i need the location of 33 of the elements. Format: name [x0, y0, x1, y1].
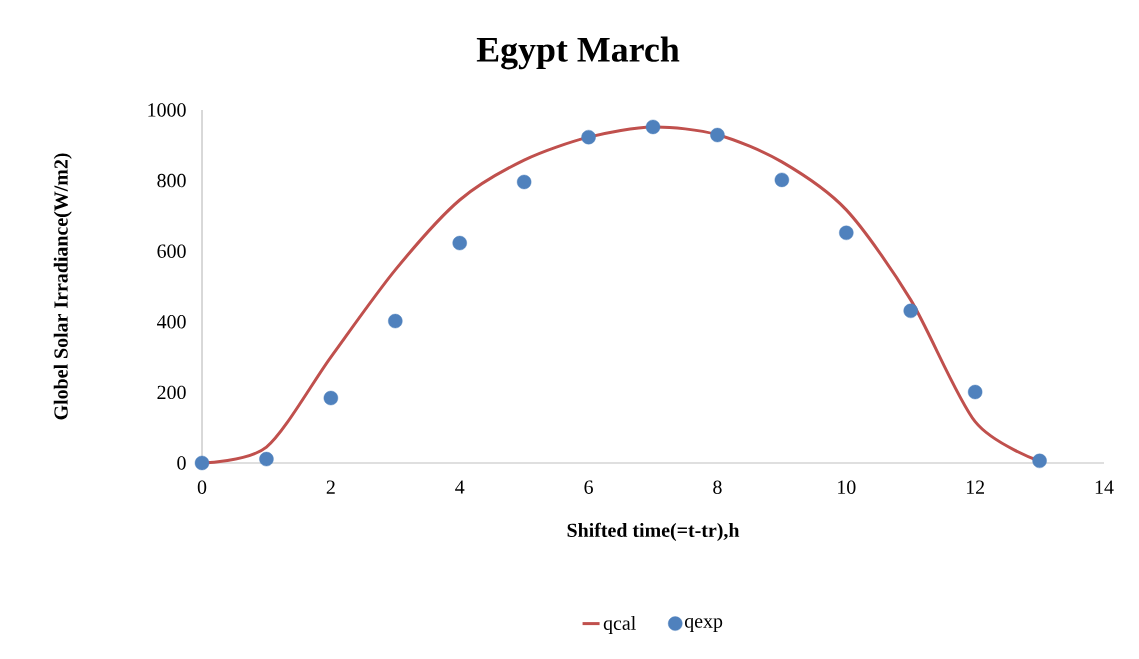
x-tick-label: 14: [1095, 480, 1114, 494]
y-tick-label: 200: [157, 385, 186, 400]
y-axis-title: Globel Solar Irradiance(W/m2): [53, 153, 72, 420]
y-tick-label: 800: [157, 173, 186, 188]
point: [710, 127, 725, 143]
x-tick-label: 8: [713, 480, 722, 494]
y-tick-label: 400: [156, 315, 186, 329]
point: [774, 172, 790, 188]
point: [516, 174, 532, 190]
point: [645, 119, 661, 135]
point: [194, 455, 210, 471]
y-tick-label: 1000: [148, 103, 186, 117]
x-tick-label: 12: [966, 480, 985, 494]
point: [388, 313, 403, 329]
point: [1032, 453, 1047, 469]
point: [903, 303, 918, 319]
legend-label: qexp: [684, 618, 723, 632]
x-tick-label: 4: [455, 480, 465, 494]
x-tick-label: 10: [838, 480, 856, 494]
x-tick-label: 2: [326, 480, 335, 494]
point: [452, 235, 467, 251]
point: [967, 384, 983, 400]
point: [323, 390, 339, 406]
point: [581, 129, 596, 145]
legend-label: qcal: [603, 615, 636, 634]
point: [259, 451, 274, 467]
x-tick-label: 0: [197, 480, 207, 494]
x-axis-title: Shifted time(=t-tr),h: [567, 522, 740, 542]
y-tick-label: 0: [177, 456, 186, 470]
point: [839, 225, 854, 241]
chart-title: Egypt March: [476, 36, 680, 70]
y-tick-label: 600: [157, 244, 186, 258]
x-tick-label: 6: [584, 480, 593, 494]
